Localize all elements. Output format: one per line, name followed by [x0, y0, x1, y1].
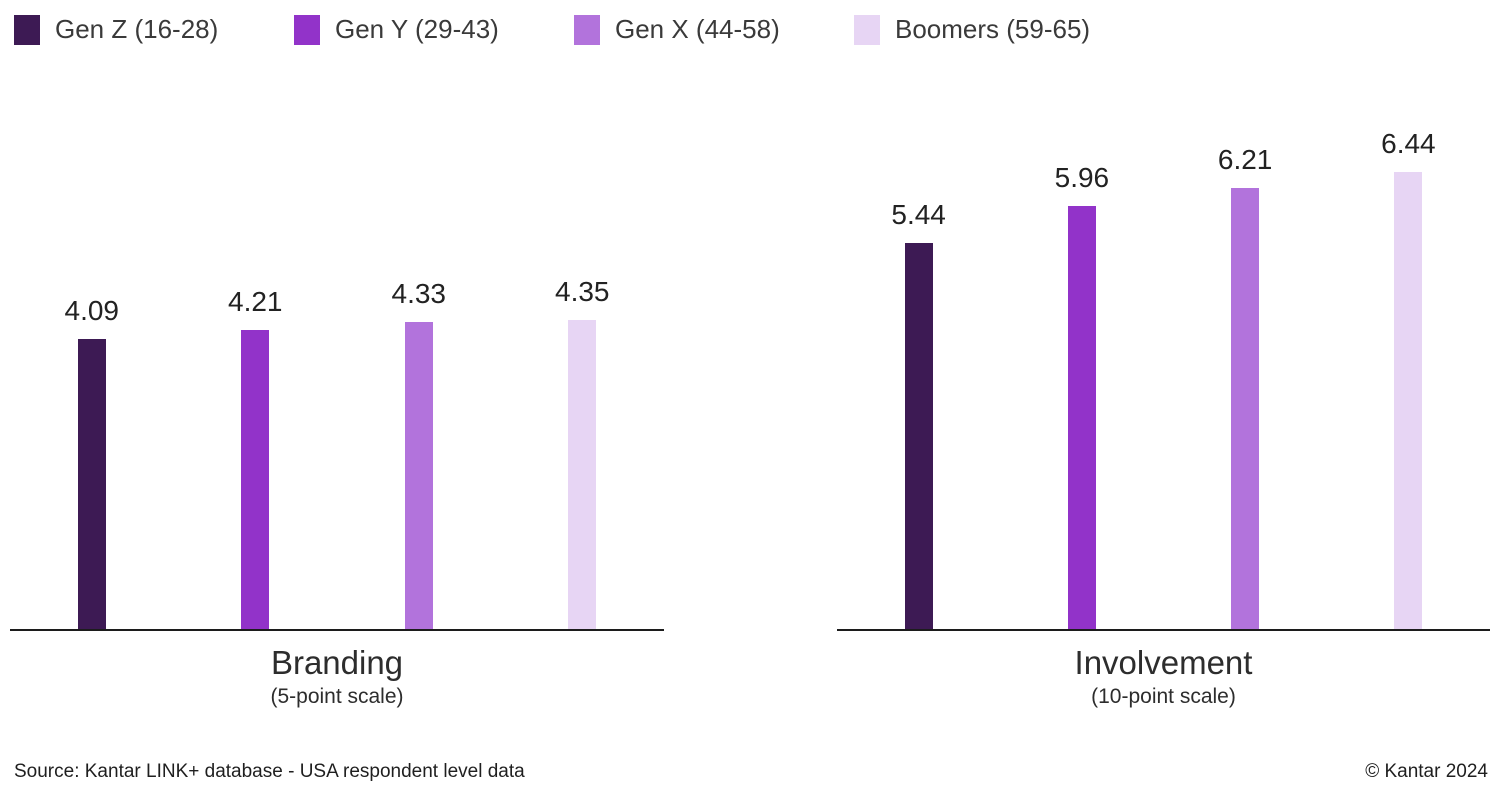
branding-plot-area: 4.09 4.21 4.33 4.35	[10, 130, 664, 631]
bar-value-label: 4.09	[64, 295, 120, 327]
bar-boomers-59-65	[1394, 172, 1423, 629]
chart-subtitle: (10-point scale)	[1091, 685, 1236, 708]
copyright-text: © Kantar 2024	[1365, 761, 1488, 782]
bar-group-gen-z-16-28: 4.09	[10, 295, 174, 629]
bar-value-label: 4.33	[391, 278, 447, 310]
legend-item-label: Gen X (44-58)	[615, 14, 780, 44]
bar-value-label: 5.96	[1054, 162, 1110, 194]
bar-value-label: 4.35	[555, 276, 610, 308]
bar-group-gen-z-16-28: 5.44	[837, 199, 1000, 629]
legend-item-gen-x-44-58: Gen X (44-58)	[574, 14, 854, 45]
gen-x-44-58-swatch	[574, 14, 600, 45]
bar-gen-z-16-28	[77, 339, 106, 629]
bar-gen-x-44-58	[1231, 188, 1260, 629]
bar-group-boomers-59-65: 6.44	[1327, 128, 1490, 629]
bar-group-gen-x-44-58: 6.21	[1164, 144, 1327, 629]
bar-gen-y-29-43	[241, 330, 270, 629]
legend-item-boomers-59-65: Boomers (59-65)	[854, 14, 1134, 45]
bar-gen-y-29-43	[1067, 206, 1096, 629]
bar-group-boomers-59-65: 4.35	[501, 276, 665, 629]
boomers-59-65-swatch	[854, 14, 880, 45]
legend: Gen Z (16-28) Gen Y (29-43) Gen X (44-58) B…	[14, 14, 1134, 45]
gen-y-29-43-swatch	[294, 14, 320, 45]
bar-group-gen-y-29-43: 5.96	[1000, 162, 1163, 629]
chart-involvement: 5.44 5.96 6.21 6.44 Involvement (10-point s…	[837, 128, 1490, 709]
chart-branding: 4.09 4.21 4.33 4.35 Branding (5-point scale…	[10, 130, 664, 709]
involvement-plot-area: 5.44 5.96 6.21 6.44	[837, 128, 1490, 631]
bar-value-label: 6.44	[1381, 128, 1436, 160]
legend-item-gen-y-29-43: Gen Y (29-43)	[294, 14, 574, 45]
legend-item-gen-z-16-28: Gen Z (16-28)	[14, 14, 294, 45]
bar-group-gen-x-44-58: 4.33	[337, 278, 501, 629]
legend-item-label: Gen Y (29-43)	[335, 14, 499, 44]
bar-gen-x-44-58	[404, 322, 433, 629]
gen-z-16-28-swatch	[14, 14, 40, 45]
bar-boomers-59-65	[568, 320, 597, 629]
chart-subtitle: (5-point scale)	[270, 685, 404, 708]
chart-title: Involvement	[1074, 644, 1253, 681]
bar-value-label: 4.21	[228, 286, 283, 318]
bar-value-label: 6.21	[1217, 144, 1273, 176]
legend-item-label: Gen Z (16-28)	[55, 14, 219, 44]
legend-item-label: Boomers (59-65)	[895, 14, 1091, 44]
chart-title: Branding	[270, 644, 404, 681]
bar-group-gen-y-29-43: 4.21	[174, 286, 338, 629]
bar-gen-z-16-28	[904, 243, 933, 629]
bar-value-label: 5.44	[891, 199, 946, 231]
source-text: Source: Kantar LINK+ database - USA resp…	[14, 761, 525, 782]
